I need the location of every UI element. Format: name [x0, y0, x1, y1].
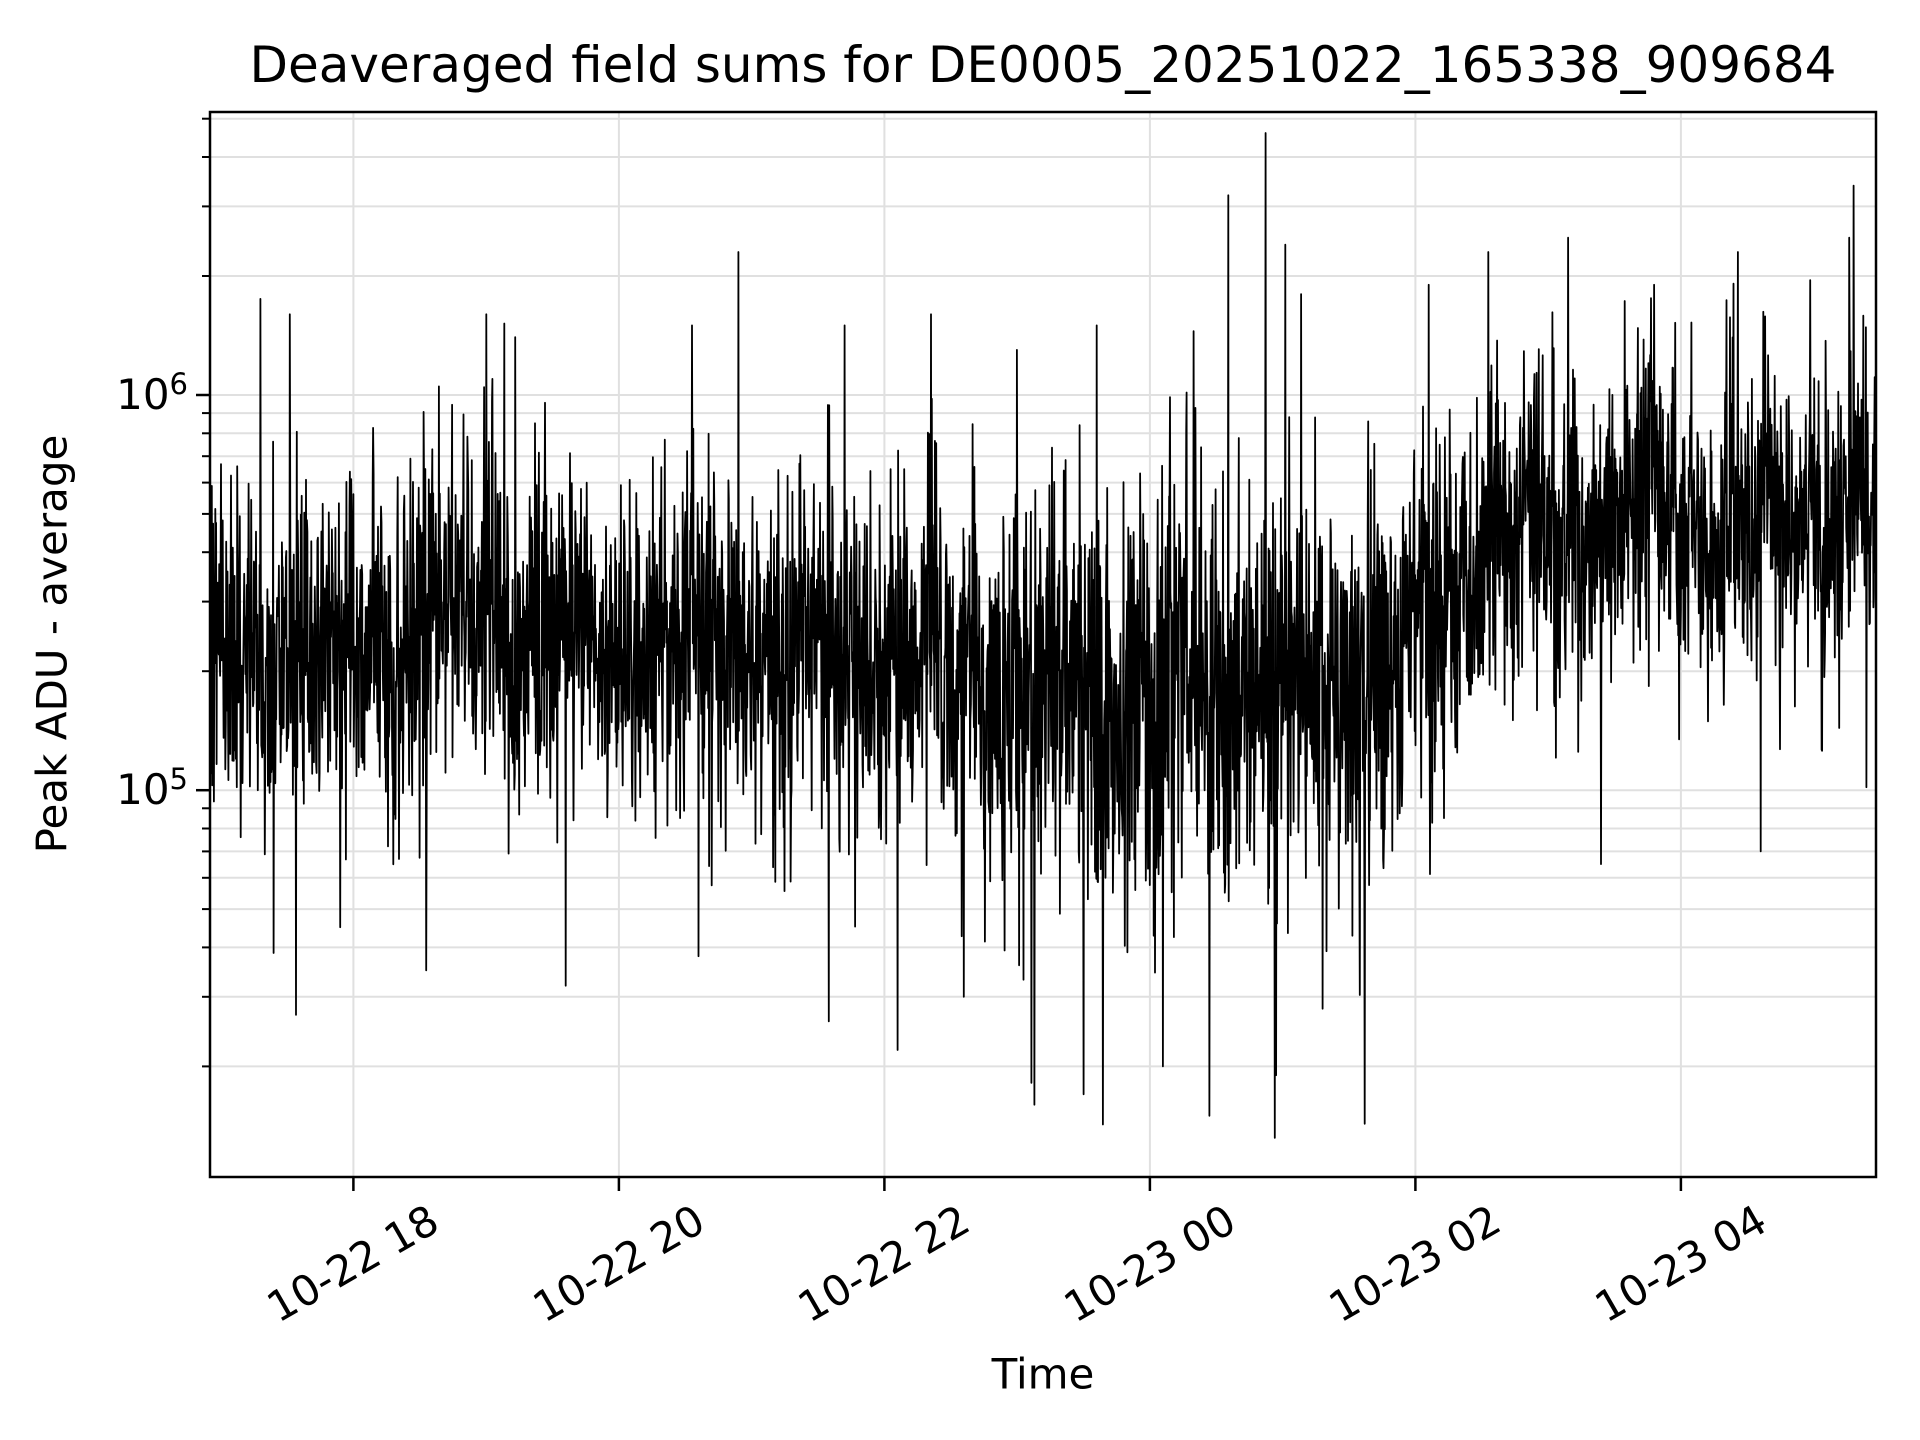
grid-lines [210, 112, 1876, 1177]
axes-spines [208, 110, 1878, 1179]
series-line [209, 132, 1877, 1139]
y-tick-label: 106 [116, 366, 188, 419]
x-axis-label: Time [991, 1349, 1095, 1399]
chart-title: Deaveraged field sums for DE0005_2025102… [249, 36, 1837, 94]
axis-ticks [196, 117, 1683, 1191]
y-tick-label: 105 [116, 762, 188, 815]
